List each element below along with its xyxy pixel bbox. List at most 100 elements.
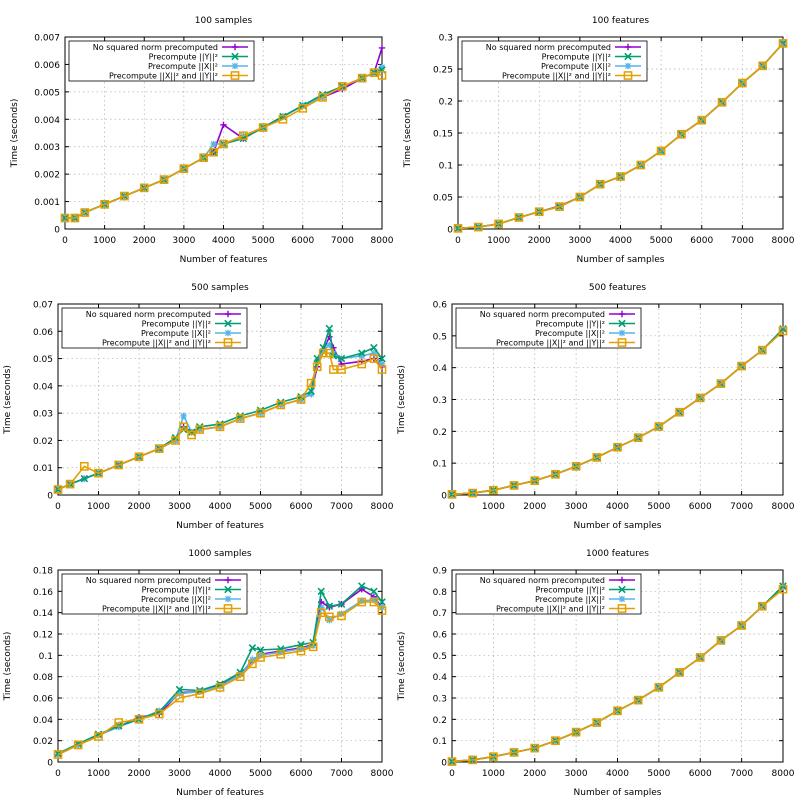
legend-label: Precompute ||X||² and ||Y||² (109, 72, 218, 81)
x-tick-label: 4000 (606, 502, 629, 512)
x-tick-label: 2000 (528, 236, 551, 246)
legend-swatch-marker (231, 52, 239, 61)
legend-label: Precompute ||X||² (141, 329, 211, 338)
legend-swatch-marker (224, 319, 232, 328)
y-tick-label: 0.25 (433, 66, 453, 76)
data-point (175, 685, 184, 694)
data-point (210, 140, 217, 148)
data-point (80, 474, 89, 483)
data-point (571, 462, 581, 471)
data-point (377, 71, 387, 80)
grid (452, 570, 783, 762)
y-tick-label: 0.5 (433, 332, 447, 342)
x-tick-label: 2000 (133, 236, 156, 246)
x-tick-label: 6000 (690, 236, 713, 246)
data-point (695, 393, 705, 403)
data-point (312, 362, 322, 372)
data-point (737, 361, 746, 371)
data-point (613, 442, 622, 452)
data-point (453, 224, 463, 233)
x-tick-label: 3000 (568, 236, 591, 246)
x-tick-label: 7000 (730, 502, 753, 512)
legend-swatch-marker (224, 310, 232, 318)
y-tick-label: 0.004 (34, 116, 60, 126)
chart-title: 1000 features (586, 549, 649, 559)
data-point (120, 191, 129, 201)
x-tick-label: 5000 (647, 502, 670, 512)
legend-label: No squared norm precomputed (480, 310, 605, 319)
y-tick-label: 0.3 (433, 695, 447, 705)
legend-label: Precompute ||X||² (541, 62, 611, 71)
y-tick-label: 0.1 (39, 652, 53, 662)
data-point (656, 146, 666, 156)
data-point (369, 597, 379, 607)
legend-label: Precompute ||Y||² (142, 586, 211, 595)
data-point (778, 39, 788, 48)
x-tick-label: 0 (55, 502, 61, 512)
data-point (307, 387, 315, 396)
y-tick-label: 0 (441, 492, 447, 502)
x-tick-label: 0 (55, 769, 61, 779)
data-point (54, 485, 62, 494)
x-tick-label: 8000 (371, 236, 394, 246)
data-point (357, 597, 367, 607)
data-point (297, 645, 305, 653)
data-point (134, 714, 144, 724)
y-axis-label: Time (seconds) (403, 99, 413, 169)
data-point (633, 433, 643, 443)
data-point (370, 343, 378, 352)
y-tick-label: 0 (441, 759, 447, 769)
x-tick-label: 0 (449, 769, 455, 779)
data-point (317, 587, 326, 596)
x-tick-label: 0 (455, 236, 461, 246)
legend-swatch-marker (618, 310, 626, 318)
data-point (737, 621, 746, 630)
legend-swatch-marker (618, 319, 626, 328)
data-point (180, 412, 187, 420)
x-tick-label: 7000 (330, 502, 353, 512)
x-axis-label: Number of samples (574, 521, 662, 531)
y-tick-label: 0.04 (33, 382, 53, 392)
y-tick-label: 0.3 (433, 396, 447, 406)
series-4 (53, 348, 387, 494)
data-point (575, 192, 585, 202)
data-point (216, 683, 224, 690)
series-4 (60, 68, 387, 223)
legend-label: No squared norm precomputed (86, 310, 211, 319)
data-point (94, 732, 103, 741)
data-point (369, 354, 379, 363)
x-tick-label: 4000 (209, 769, 232, 779)
y-tick-label: 0.06 (33, 695, 53, 705)
data-point (778, 326, 788, 336)
data-point (53, 750, 63, 759)
data-point (114, 718, 124, 727)
legend-swatch-marker (617, 338, 627, 347)
x-tick-label: 5000 (252, 236, 275, 246)
data-point (378, 354, 386, 363)
data-point (70, 213, 80, 223)
data-point (256, 408, 265, 418)
data-point (296, 646, 306, 656)
y-tick-label: 0.6 (433, 631, 448, 641)
x-tick-label: 5000 (249, 502, 272, 512)
series-4 (53, 597, 387, 759)
x-tick-label: 1000 (93, 236, 116, 246)
data-point (530, 743, 540, 753)
y-tick-label: 0.06 (33, 328, 53, 338)
legend-box (61, 307, 248, 349)
series-4 (447, 326, 788, 499)
data-point (357, 582, 366, 590)
data-point (209, 147, 218, 157)
data-point (114, 460, 124, 470)
data-point (256, 646, 265, 654)
data-point (357, 349, 366, 357)
chart-title: 1000 samples (188, 549, 251, 559)
legend-label: Precompute ||Y||² (142, 320, 211, 329)
legend-label: Precompute ||X||² and ||Y||² (502, 72, 611, 81)
y-tick-label: 0.005 (34, 88, 60, 98)
y-tick-label: 0.7 (433, 609, 447, 619)
x-tick-label: 1000 (482, 502, 505, 512)
